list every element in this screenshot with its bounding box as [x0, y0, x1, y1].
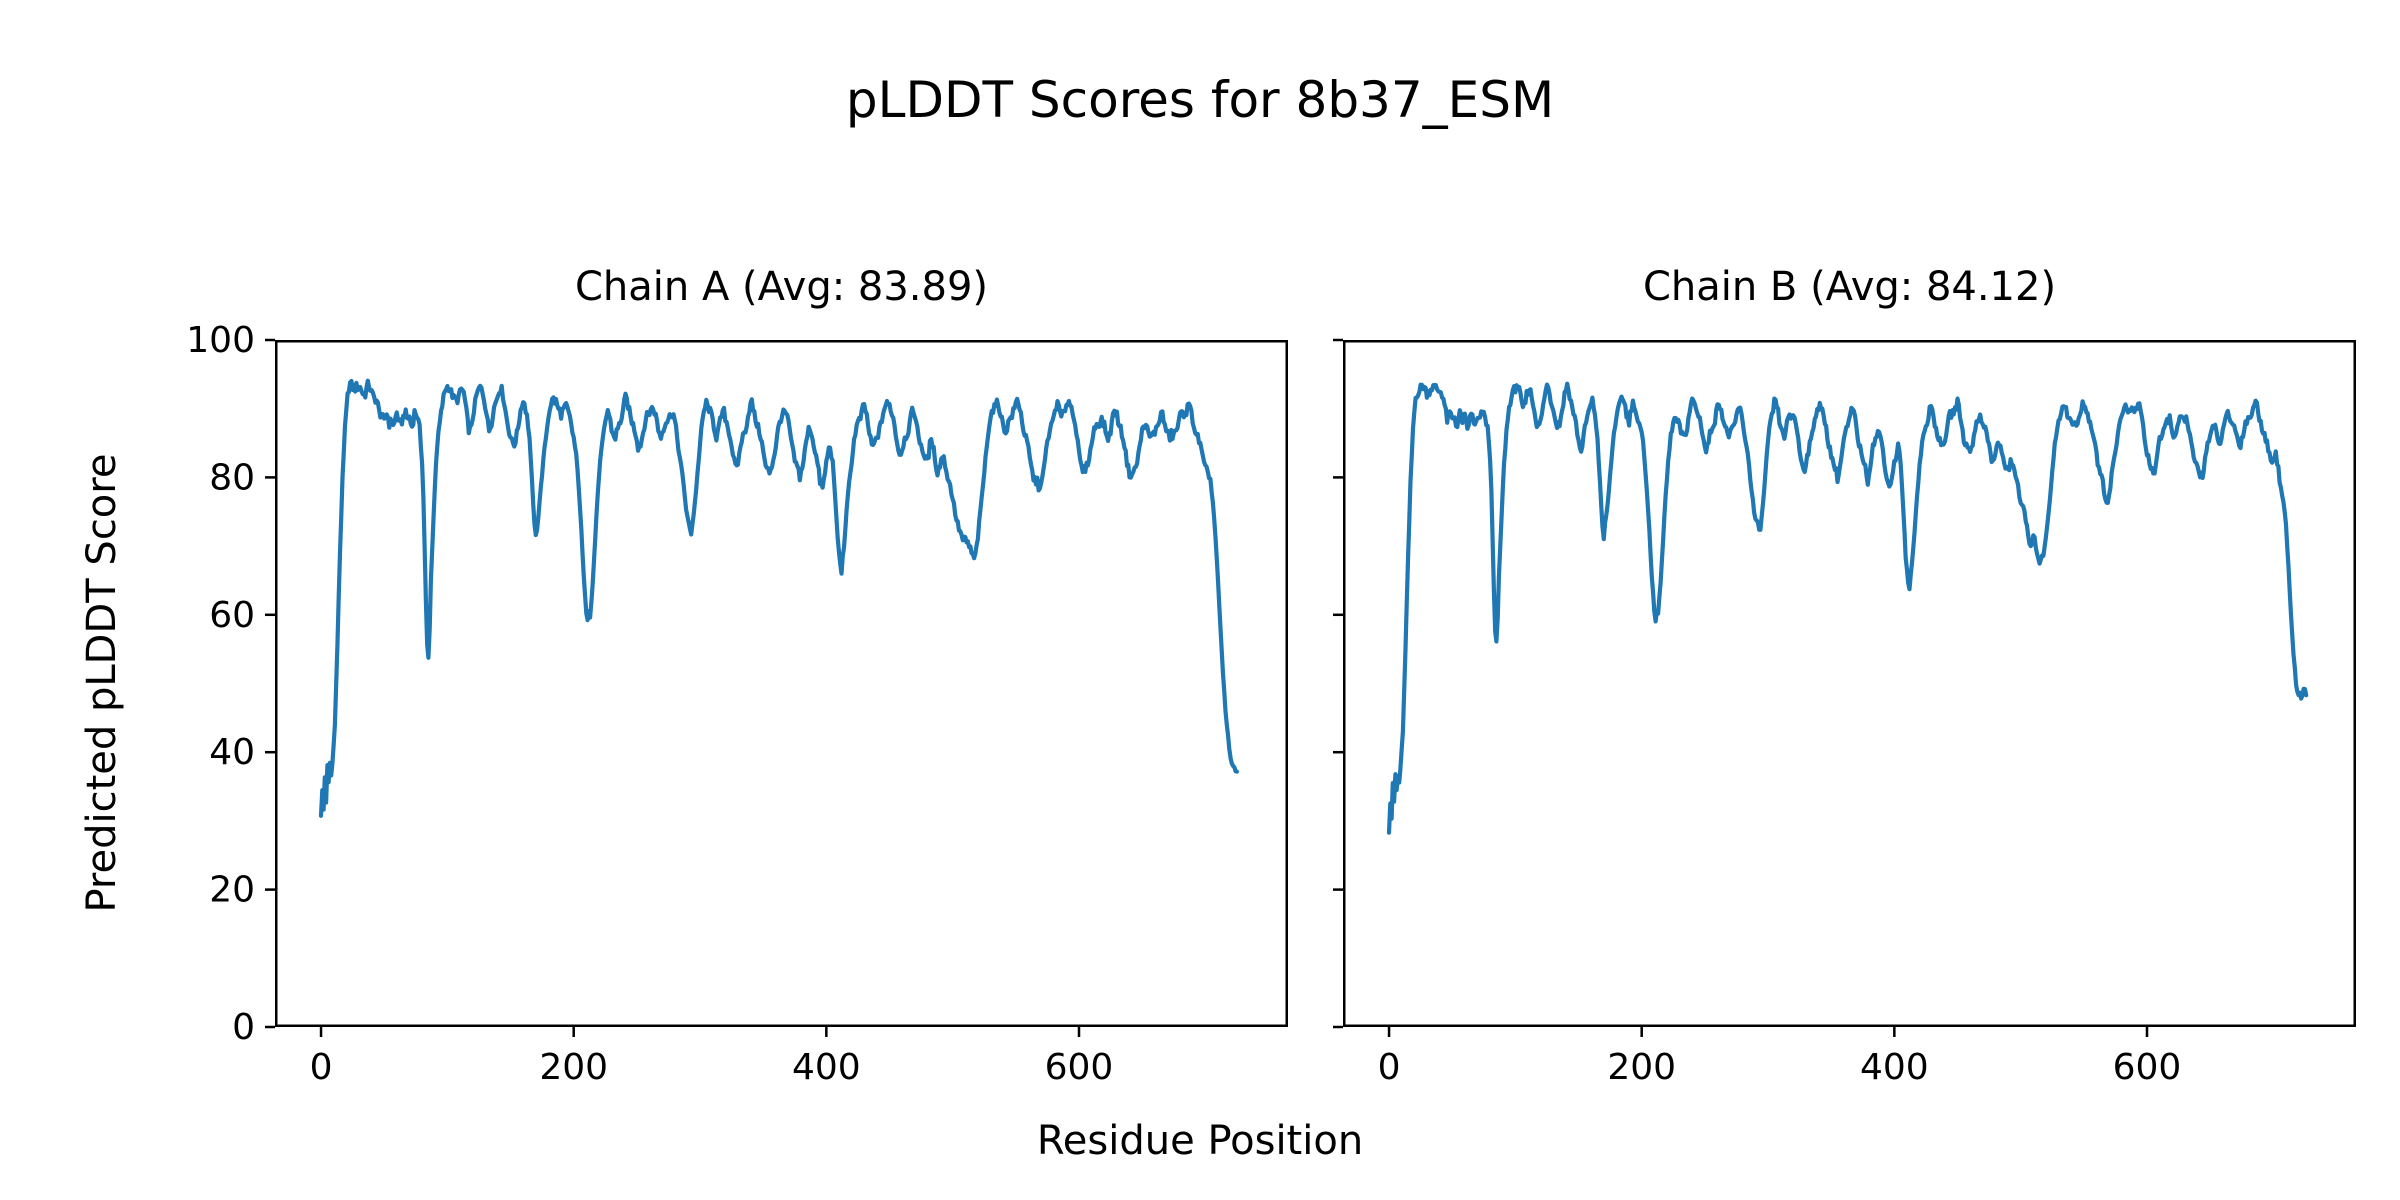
chain-b-title: Chain B (Avg: 84.12) — [1642, 264, 2057, 310]
figure-title: pLDDT Scores for 8b37_ESM — [845, 71, 1555, 129]
y-tick-label: 40 — [209, 732, 255, 773]
x-tick-label: 400 — [1860, 1047, 1929, 1088]
axes-frame — [1343, 340, 2356, 1027]
chain-a-plot: 0 20 40 60 80 100 0 200 400 600 — [186, 320, 1288, 1088]
axes-frame — [275, 340, 1288, 1027]
x-tick-label: 0 — [310, 1047, 333, 1088]
chain-a-title: Chain A (Avg: 83.89) — [574, 264, 989, 310]
y-tick-label: 0 — [232, 1007, 255, 1048]
x-tick-label: 200 — [1607, 1047, 1676, 1088]
y-tick-label: 100 — [186, 320, 255, 361]
x-axis-label: Residue Position — [1036, 1118, 1364, 1164]
x-tick-label: 400 — [792, 1047, 861, 1088]
y-tick-label: 60 — [209, 595, 255, 636]
x-tick-label: 600 — [2113, 1047, 2182, 1088]
plddt-line-chain-a — [318, 378, 1239, 818]
x-tick-label: 0 — [1378, 1047, 1401, 1088]
chain-b-plot: 0 200 400 600 — [1333, 338, 2356, 1088]
y-tick-label: 80 — [209, 457, 255, 498]
x-tick-label: 600 — [1045, 1047, 1114, 1088]
x-tick-label: 200 — [539, 1047, 608, 1088]
y-tick-label: 20 — [209, 870, 255, 911]
plddt-line-chain-b — [1386, 381, 2309, 835]
y-axis-label: Predicted pLDDT Score — [79, 453, 125, 913]
